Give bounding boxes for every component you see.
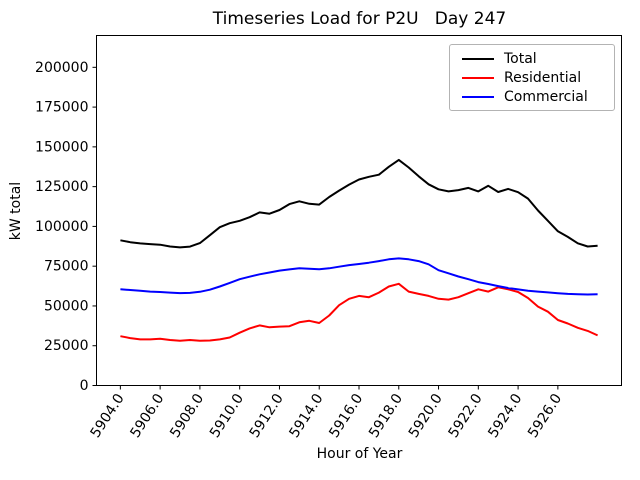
legend-entry-residential: Residential (462, 68, 606, 87)
x-tick-label: 5914.0 (286, 391, 326, 441)
y-tick-label: 0 (80, 378, 89, 394)
y-tick-label: 150000 (35, 139, 88, 155)
x-tick-label: 5908.0 (167, 391, 207, 441)
x-tick-label: 5912.0 (247, 391, 287, 441)
legend-label-total: Total (504, 50, 537, 67)
series-line-residential (120, 282, 599, 342)
y-tick-label: 125000 (35, 179, 88, 195)
series-line-total (120, 158, 598, 249)
x-axis-label: Hour of Year (316, 446, 403, 462)
legend-entry-commercial: Commercial (462, 87, 606, 106)
x-tick-label: 5922.0 (446, 391, 486, 441)
legend-line-sample-total (462, 57, 494, 60)
y-tick-label: 50000 (44, 298, 89, 314)
chart-title: Timeseries Load for P2U Day 247 (212, 9, 507, 29)
y-tick-label: 175000 (35, 100, 88, 116)
x-tick-label: 5906.0 (127, 391, 167, 441)
legend: Total Residential Commercial (449, 44, 615, 111)
legend-label-residential: Residential (504, 69, 582, 86)
x-tick-label: 5910.0 (207, 391, 247, 441)
series-line-commercial (120, 257, 598, 296)
legend-entry-total: Total (462, 49, 606, 68)
y-axis-label: kW total (8, 181, 24, 241)
y-tick-label: 25000 (44, 338, 89, 354)
legend-label-commercial: Commercial (504, 88, 588, 105)
legend-line-sample-commercial (462, 95, 494, 98)
x-tick-label: 5904.0 (88, 391, 128, 441)
x-tick-label: 5924.0 (485, 391, 525, 441)
legend-line-sample-residential (462, 76, 494, 79)
y-tick-label: 100000 (35, 219, 88, 235)
x-tick-label: 5918.0 (366, 391, 406, 441)
x-tick-label: 5926.0 (525, 391, 565, 441)
y-tick-label: 200000 (35, 60, 88, 76)
y-tick-label: 75000 (44, 259, 89, 275)
x-tick-label: 5916.0 (326, 391, 366, 441)
x-tick-label: 5920.0 (406, 391, 446, 441)
